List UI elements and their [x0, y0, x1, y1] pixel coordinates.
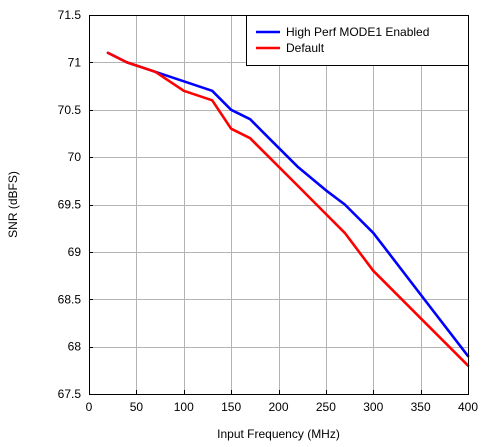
y-tick-label: 70 [68, 150, 82, 164]
y-tick-label: 69.5 [58, 198, 82, 212]
y-tick-label: 69 [68, 245, 82, 259]
y-tick-label: 68.5 [58, 292, 82, 306]
x-tick-label: 250 [316, 400, 336, 414]
series-line-1 [106, 51, 470, 358]
y-tick-label: 70.5 [58, 103, 82, 117]
legend: High Perf MODE1 Enabled Default [246, 15, 469, 66]
y-tick-label: 68 [68, 340, 82, 354]
x-tick-label: 150 [221, 400, 241, 414]
x-tick-label: 400 [458, 400, 478, 414]
y-tick-label: 67.5 [58, 387, 82, 401]
x-tick-label: 100 [174, 400, 194, 414]
legend-label: Default [286, 41, 325, 55]
x-tick-label: 200 [268, 400, 288, 414]
x-tick-label: 0 [86, 400, 93, 414]
data-series [106, 51, 470, 367]
x-axis-title: Input Frequency (MHz) [217, 427, 340, 441]
y-axis-title: SNR (dBFS) [6, 171, 20, 238]
grid-lines [89, 15, 468, 394]
y-tick-label: 71 [68, 55, 82, 69]
y-tick-label: 71.5 [58, 8, 82, 22]
x-tick-label: 350 [411, 400, 431, 414]
legend-label: High Perf MODE1 Enabled [286, 25, 429, 39]
axis-ticks: 0 50 100 150 200 250 300 350 400 67.5 68 68.5 69 69.5… [58, 8, 479, 414]
x-tick-label: 300 [363, 400, 383, 414]
series-line-2 [106, 51, 470, 367]
x-tick-label: 50 [130, 400, 144, 414]
legend-box [246, 15, 469, 66]
